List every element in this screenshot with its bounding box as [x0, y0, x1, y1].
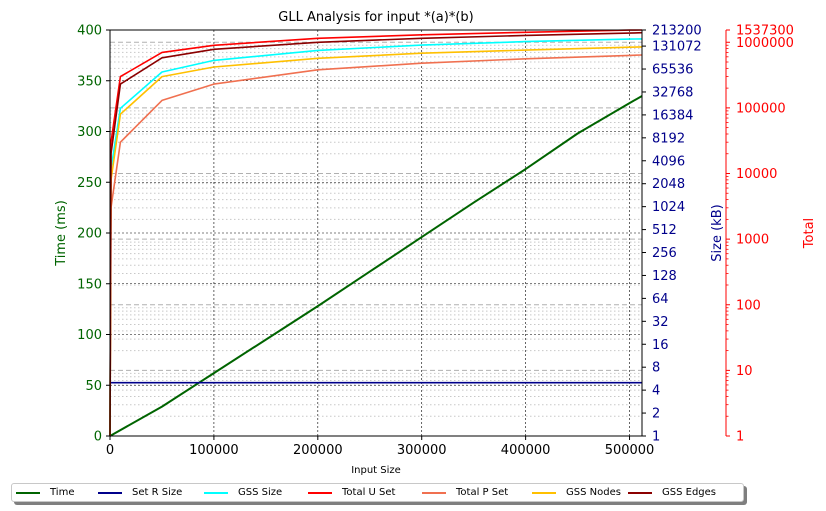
y-right2-tick-label: 100 — [736, 298, 761, 313]
chart-title: GLL Analysis for input *(a)*(b) — [278, 10, 473, 25]
y-right1-tick-label: 16384 — [652, 108, 693, 123]
legend-label: Time — [50, 487, 75, 498]
legend-swatch — [98, 492, 122, 494]
y-right2-tick-label: 10 — [736, 364, 753, 379]
legend-swatch — [308, 492, 332, 494]
y-left-tick-label: 100 — [77, 328, 102, 343]
y-right1-tick-label: 256 — [652, 246, 677, 261]
legend-swatch — [204, 492, 228, 494]
legend-swatch — [422, 492, 446, 494]
legend-swatch — [628, 492, 652, 494]
y-right2-tick-label: 1000000 — [736, 36, 794, 51]
legend-label: Total U Set — [342, 487, 396, 498]
series-line-total-u-set — [109, 29, 643, 437]
x-tick-label: 400000 — [501, 443, 551, 458]
legend-label: Total P Set — [456, 487, 509, 498]
x-tick-label: 0 — [106, 443, 114, 458]
y-left-tick-label: 0 — [94, 430, 102, 445]
y-right2-tick-label: 10000 — [736, 167, 777, 182]
y-right1-tick-label: 4 — [652, 384, 660, 399]
y-right1-tick-label: 128 — [652, 269, 677, 284]
y-right2-axis-label: Total — [802, 218, 817, 249]
y-left-tick-label: 300 — [77, 125, 102, 140]
y-right2-tick-label: 1 — [736, 430, 744, 445]
series-line-gss-nodes — [109, 46, 643, 437]
y-left-tick-label: 200 — [77, 227, 102, 242]
y-right1-tick-label: 2048 — [652, 177, 685, 192]
y-right1-tick-label: 32768 — [652, 85, 693, 100]
legend-swatch — [532, 492, 556, 494]
x-tick-label: 100000 — [189, 443, 239, 458]
y-right2-tick-label: 100000 — [736, 101, 786, 116]
y-right1-tick-label: 512 — [652, 223, 677, 238]
y-right1-tick-label: 4096 — [652, 154, 685, 169]
y-right1-axis-label: Size (kB) — [710, 204, 725, 261]
y-right2-tick-label: 1000 — [736, 233, 769, 248]
legend-label: GSS Size — [238, 487, 283, 498]
y-left-tick-label: 150 — [77, 277, 102, 292]
legend-label: GSS Edges — [662, 487, 716, 498]
y-right1-tick-label: 8192 — [652, 131, 685, 146]
y-left-axis-label: Time (ms) — [54, 200, 69, 267]
y-right1-tick-label: 1 — [652, 430, 660, 445]
y-left-tick-label: 250 — [77, 176, 102, 191]
series-line-total-p-set — [109, 54, 643, 437]
series-line-gss-size — [109, 38, 643, 437]
y-right1-tick-label: 213200 — [652, 24, 702, 39]
y-right1-tick-label: 64 — [652, 292, 669, 307]
y-right2-tick-label: 1537300 — [736, 24, 794, 39]
y-right1-tick-label: 131072 — [652, 40, 702, 55]
x-tick-label: 500000 — [605, 443, 655, 458]
y-right1-tick-label: 65536 — [652, 63, 693, 78]
legend-label: Set R Size — [132, 487, 183, 498]
y-right1-tick-label: 2 — [652, 407, 660, 422]
x-tick-label: 300000 — [397, 443, 447, 458]
y-left-tick-label: 400 — [77, 24, 102, 39]
legend-swatch — [16, 492, 40, 494]
y-right1-tick-label: 16 — [652, 338, 669, 353]
series-line-gss-edges — [109, 31, 643, 437]
y-left-tick-label: 50 — [85, 379, 102, 394]
legend-label: GSS Nodes — [566, 487, 621, 498]
y-left-tick-label: 350 — [77, 74, 102, 89]
y-right1-tick-label: 32 — [652, 315, 669, 330]
x-axis-label: Input Size — [351, 465, 401, 476]
series-line-time — [109, 95, 643, 437]
legend: Time Set R Size GSS Size Total U Set Total P… — [11, 483, 744, 502]
y-right1-tick-label: 1024 — [652, 200, 685, 215]
y-right1-tick-label: 8 — [652, 361, 660, 376]
x-tick-label: 200000 — [293, 443, 343, 458]
